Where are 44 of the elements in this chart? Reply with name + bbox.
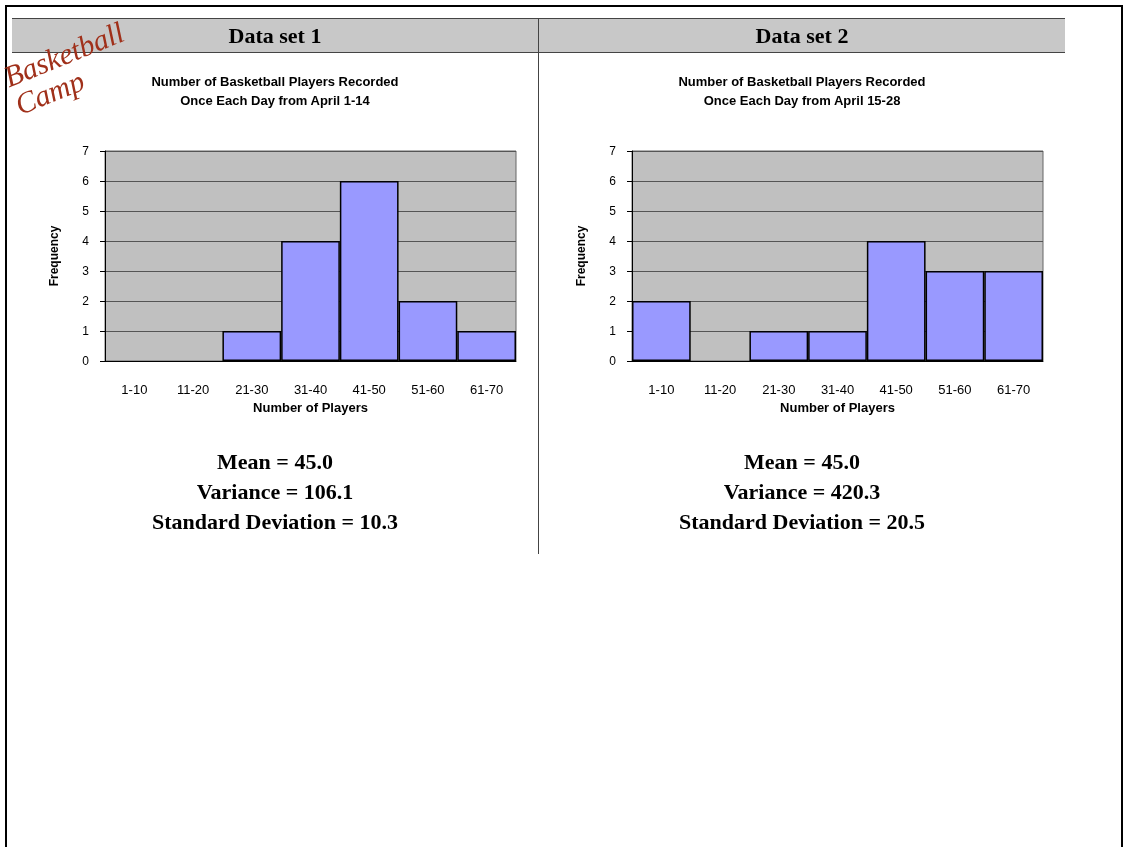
y-tick-label: 0 [609,354,617,368]
text: Standard Deviation = 10.3 [151,508,399,536]
x-tick-label: 51-60 [411,382,445,397]
text: Variance = 106.1 [195,478,355,506]
chart-subtitle: Number of Basketball Players Recorded Once Each Day from April 1-14 [151,74,399,108]
x-tick-label: 41-50 [352,382,386,397]
x-tick-label: 21-30 [762,382,796,397]
y-tick-label: 3 [609,264,617,278]
x-tick-label: 31-40 [293,382,328,397]
y-tick-label: 1 [609,324,617,338]
y-tick-label: 4 [609,234,617,248]
y-tick-label: 4 [82,234,90,248]
y-tick-label: 6 [609,174,617,188]
text: Standard Deviation = 20.5 [678,508,926,536]
y-axis-title: Frequency [47,225,61,287]
x-axis-title: Number of Players [253,399,368,415]
y-axis-title: Frequency [574,225,588,287]
y-tick-label: 5 [609,204,617,218]
y-tick-label: 7 [609,144,617,158]
chart-title: Data set 1 [228,23,322,48]
x-tick-label: 61-70 [470,382,504,397]
text: Variance = 420.3 [722,478,882,506]
chart-subtitle: Number of Basketball Players Recorded Once Each Day from April 15-28 [678,74,926,108]
y-tick-label: 3 [82,264,90,278]
x-tick-label: 61-70 [997,382,1031,397]
text: Mean = 45.0 [216,448,334,476]
text: Mean = 45.0 [743,448,861,476]
x-tick-label: 21-30 [235,382,269,397]
x-tick-label: 41-50 [879,382,913,397]
x-tick-label: 31-40 [820,382,855,397]
x-tick-label: 51-60 [938,382,972,397]
y-tick-label: 1 [82,324,90,338]
y-tick-label: 5 [82,204,90,218]
y-tick-label: 2 [609,294,617,308]
x-tick-label: 1-10 [648,382,675,397]
x-tick-label: 11-20 [176,382,210,397]
x-tick-label: 1-10 [121,382,148,397]
x-axis-title: Number of Players [780,399,895,415]
x-tick-label: 11-20 [703,382,737,397]
y-tick-label: 7 [82,144,90,158]
chart-title: Data set 2 [539,18,1065,53]
y-tick-label: 0 [82,354,90,368]
y-tick-label: 6 [82,174,90,188]
y-tick-label: 2 [82,294,90,308]
